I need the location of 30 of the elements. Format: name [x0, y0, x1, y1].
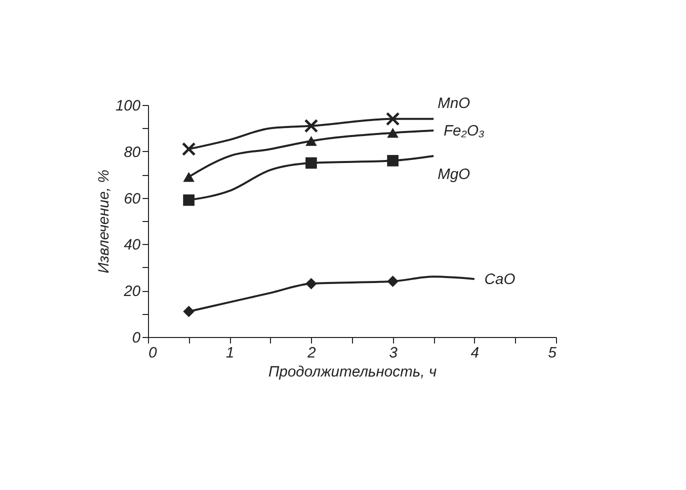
point	[304, 118, 318, 133]
y-tick-label: 60	[124, 190, 142, 208]
y-tick-label: 0	[132, 330, 142, 346]
y-axis-title: Извлечение, %	[95, 170, 112, 274]
x-tick-label: 0	[148, 344, 158, 362]
point	[387, 154, 398, 166]
x-tick-label: 4	[470, 344, 480, 362]
series-label: MnO	[438, 94, 470, 112]
point	[306, 136, 317, 146]
x-tick-label: 1	[226, 344, 234, 362]
point	[387, 128, 398, 138]
x-tick-label: 3	[389, 344, 398, 362]
point	[183, 194, 194, 206]
y-tick-label: 40	[124, 236, 142, 254]
point	[386, 112, 400, 126]
series-label: Fe₂O₃	[444, 122, 484, 140]
point	[306, 157, 317, 169]
y-tick-label: 20	[122, 283, 142, 300]
point	[183, 172, 194, 182]
point	[387, 276, 398, 288]
series-label: CaO	[484, 271, 516, 288]
x-tick-label: 5	[548, 344, 558, 362]
point	[183, 306, 194, 318]
point	[182, 142, 196, 156]
y-tick-label: 100	[115, 98, 142, 114]
y-tick-label: 80	[124, 144, 142, 161]
x-tick-label: 2	[306, 344, 317, 362]
x-axis-title: Продолжительность, ч	[268, 364, 437, 380]
series-label: MgO	[438, 166, 470, 184]
point	[306, 278, 317, 290]
